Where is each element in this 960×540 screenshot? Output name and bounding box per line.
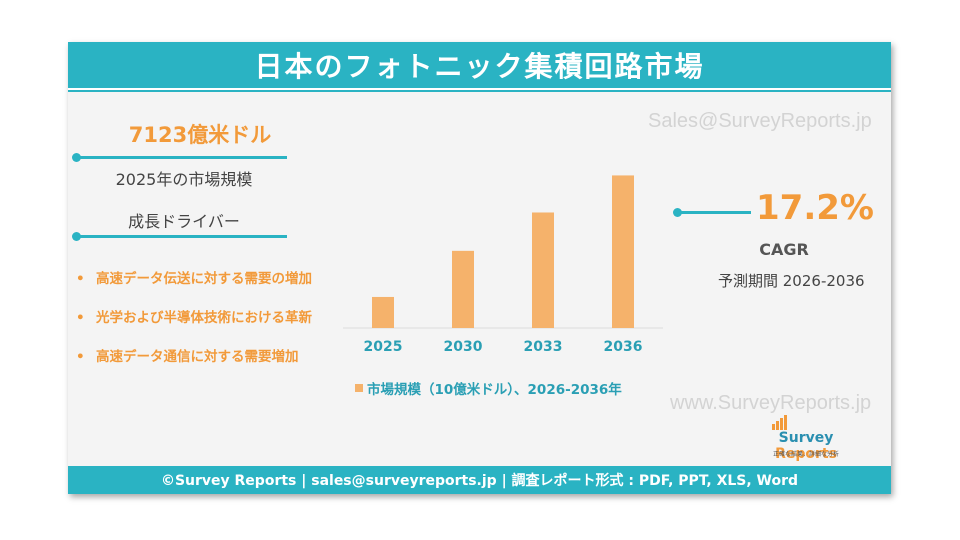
- watermark-email: Sales@SurveyReports.jp: [648, 110, 872, 132]
- chart-legend: 市場規模（10億米ドル）、2026-2036年: [355, 378, 622, 398]
- survey-reports-logo: Survey Reports 正確な結果、詳細な分析: [746, 412, 866, 462]
- divider-line-cagr: [673, 208, 751, 217]
- x-tick-label: 2033: [524, 339, 563, 352]
- growth-driver-item: 光学および半導体技術における革新: [76, 299, 346, 338]
- legend-swatch: [355, 384, 363, 392]
- divider-line-market: [72, 153, 287, 162]
- x-tick-label: 2030: [444, 339, 483, 352]
- bar-2030: [452, 250, 474, 328]
- logo-tagline: 正確な結果、詳細な分析: [772, 451, 839, 458]
- bar-2036: [612, 175, 634, 328]
- bar-2025: [372, 296, 394, 328]
- market-value: 7123億米ドル: [128, 123, 272, 147]
- growth-drivers-title: 成長ドライバー: [128, 212, 240, 231]
- growth-driver-item: 高速データ伝送に対する需要の増加: [76, 260, 346, 299]
- x-tick-label: 2025: [364, 339, 403, 352]
- market-size-bar-chart: 2025 2030 2033 2036: [343, 175, 663, 352]
- footer-bar: ©Survey Reports | sales@surveyreports.jp…: [68, 466, 891, 494]
- forecast-period: 予測期間 2026-2036: [718, 272, 865, 290]
- growth-driver-item: 高速データ通信に対する需要増加: [76, 338, 346, 377]
- market-size-label: 2025年の市場規模: [115, 170, 253, 189]
- x-tick-label: 2036: [604, 339, 643, 352]
- logo-wordmark: Survey Reports: [775, 430, 837, 462]
- watermark-url: www.SurveyReports.jp: [670, 392, 872, 414]
- header-bar: 日本のフォトニック集積回路市場: [68, 42, 891, 92]
- divider-line-drivers: [72, 232, 287, 241]
- cagr-value: 17.2%: [756, 188, 874, 228]
- legend-label: 市場規模（10億米ドル）、2026-2036年: [367, 382, 622, 398]
- growth-drivers-list: 高速データ伝送に対する需要の増加 光学および半導体技術における革新 高速データ通…: [76, 260, 346, 377]
- cagr-label: CAGR: [759, 240, 809, 259]
- bar-2033: [532, 212, 554, 328]
- logo-bars-icon: [758, 414, 798, 430]
- page-title: 日本のフォトニック集積回路市場: [68, 42, 891, 90]
- infographic-card: 日本のフォトニック集積回路市場 Sales@SurveyReports.jp w…: [68, 42, 891, 494]
